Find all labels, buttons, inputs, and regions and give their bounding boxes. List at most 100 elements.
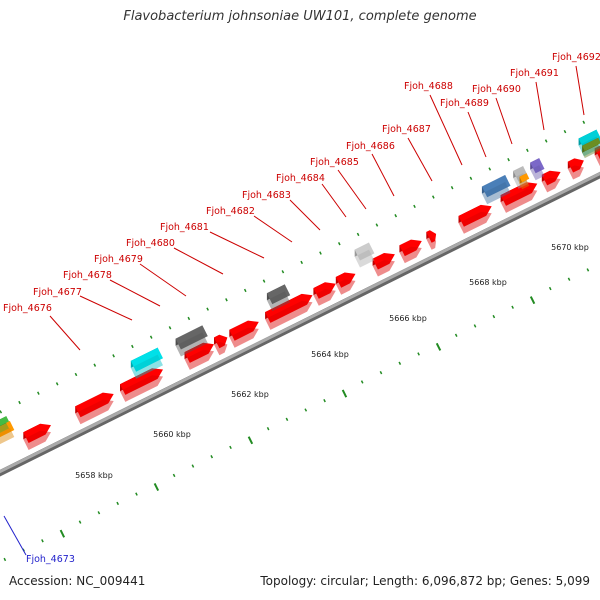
ruler-label: 5664 kbp <box>311 350 349 359</box>
leader-line <box>535 81 545 131</box>
ruler-tick <box>191 464 195 468</box>
cds-arrow <box>458 204 492 227</box>
ruler-tick <box>454 333 458 337</box>
feature-fjoh_4687-shade <box>481 182 511 205</box>
backbone-shadow <box>0 171 600 477</box>
map-title: Flavobacterium johnsoniae UW101, complet… <box>123 9 477 24</box>
cds-arrow-shade <box>265 300 313 330</box>
feature-tick <box>18 400 21 405</box>
feature-tick <box>582 120 586 124</box>
genome-summary: Topology: circular; Length: 6,096,872 bp… <box>260 574 590 588</box>
feature-green-edge-shade <box>0 423 9 433</box>
ruler-tick <box>210 455 214 459</box>
ruler-tick <box>135 492 138 496</box>
gene-label-fjoh_4680: Fjoh_4680 <box>126 238 175 249</box>
feature-fjoh_4682 <box>266 284 291 305</box>
feature-tick <box>206 307 209 311</box>
feature-tick <box>55 382 59 386</box>
cds-arrow-shade <box>458 211 492 234</box>
leader-line <box>495 97 513 145</box>
cds-arrow <box>229 320 259 341</box>
ruler-tick <box>323 398 326 403</box>
feature-tick <box>300 260 304 265</box>
feature-tick <box>131 344 134 349</box>
cds-arrow <box>265 293 313 323</box>
leader-line <box>429 94 463 166</box>
leader-line <box>253 215 293 243</box>
feature-orange-edge <box>0 421 15 438</box>
cds-arrow <box>184 342 214 363</box>
feature-tick <box>469 176 473 181</box>
cds-arrow <box>313 282 336 299</box>
feature-green-edge <box>0 416 9 426</box>
feature-fjoh_4689-shade <box>530 165 545 181</box>
ruler-labels: 5658 kbp 5660 kbp 5662 kbp 5664 kbp 5666 kbp… <box>75 243 589 480</box>
ruler-tick <box>379 370 383 375</box>
accession-text: Accession: NC_009441 <box>9 574 146 588</box>
feature-olive-shade <box>582 144 600 159</box>
feature-tick <box>526 148 529 152</box>
cds-arrow-shade <box>229 327 259 348</box>
feature-tick <box>281 270 285 274</box>
ruler-tick <box>341 389 348 398</box>
tick-marks <box>0 120 590 562</box>
ruler-tick <box>398 361 402 365</box>
feature-fjoh_4689 <box>530 158 545 174</box>
ruler-tick <box>567 277 571 281</box>
backbone-line <box>0 171 600 474</box>
feature-orange-small-shade <box>519 180 530 190</box>
ruler-tick <box>586 268 590 272</box>
feature-tick <box>450 186 454 190</box>
gene-label-fjoh_4678: Fjoh_4678 <box>63 270 112 281</box>
ruler-tick <box>511 305 514 309</box>
gene-label-fjoh_4677: Fjoh_4677 <box>33 287 82 298</box>
leader-line <box>109 279 161 307</box>
feature-fjoh_4691 <box>578 129 600 150</box>
cds-arrow-shade <box>75 399 114 425</box>
cds-arrow-shade <box>120 375 163 402</box>
feature-tick <box>187 316 191 321</box>
cds-arrow-shade <box>500 189 538 213</box>
cds-arrow-shade <box>335 279 356 295</box>
ruler-tick <box>172 473 176 478</box>
ruler-label: 5662 kbp <box>231 390 269 399</box>
leader-line <box>3 515 27 556</box>
feature-tick <box>225 298 228 302</box>
gene-label-fjoh_4679: Fjoh_4679 <box>94 254 143 265</box>
leader-line <box>209 231 265 259</box>
feature-fjoh_4684 <box>354 242 375 261</box>
cds-arrow <box>426 230 437 243</box>
leader-line <box>289 199 321 231</box>
feature-tick <box>413 204 416 209</box>
feature-tick <box>563 129 567 134</box>
gene-label-fjoh_4681: Fjoh_4681 <box>160 222 209 233</box>
ruler-tick <box>41 539 44 543</box>
ruler-label: 5666 kbp <box>389 314 427 323</box>
leader-line <box>371 153 395 197</box>
feature-fjoh_4687 <box>481 175 511 198</box>
feature-fjoh_4684-shade <box>354 249 375 268</box>
feature-tick <box>544 139 548 143</box>
cds-arrow-shade <box>426 237 437 250</box>
leader-line <box>407 137 433 182</box>
ruler-tick <box>492 314 496 319</box>
cds-arrow <box>399 239 422 257</box>
feature-orange-small <box>519 173 530 183</box>
ruler-tick <box>247 436 254 445</box>
feature-tick <box>37 391 40 395</box>
ruler-tick <box>97 511 101 515</box>
leader-line <box>173 247 224 275</box>
leader-line <box>79 295 133 321</box>
feature-fjoh_4682-shade <box>266 291 291 312</box>
feature-tick <box>375 223 379 227</box>
ruler-tick <box>229 445 232 450</box>
cds-arrow <box>541 170 561 186</box>
gene-label-fjoh_4673: Fjoh_4673 <box>26 554 75 565</box>
cds-arrow <box>120 368 163 395</box>
feature-orange-edge-shade <box>0 428 15 445</box>
ruler-tick <box>3 557 7 562</box>
leader-line <box>49 315 81 351</box>
feature-fjoh_4676 <box>130 347 163 372</box>
ruler-tick <box>529 296 536 305</box>
feature-tick <box>149 335 153 339</box>
